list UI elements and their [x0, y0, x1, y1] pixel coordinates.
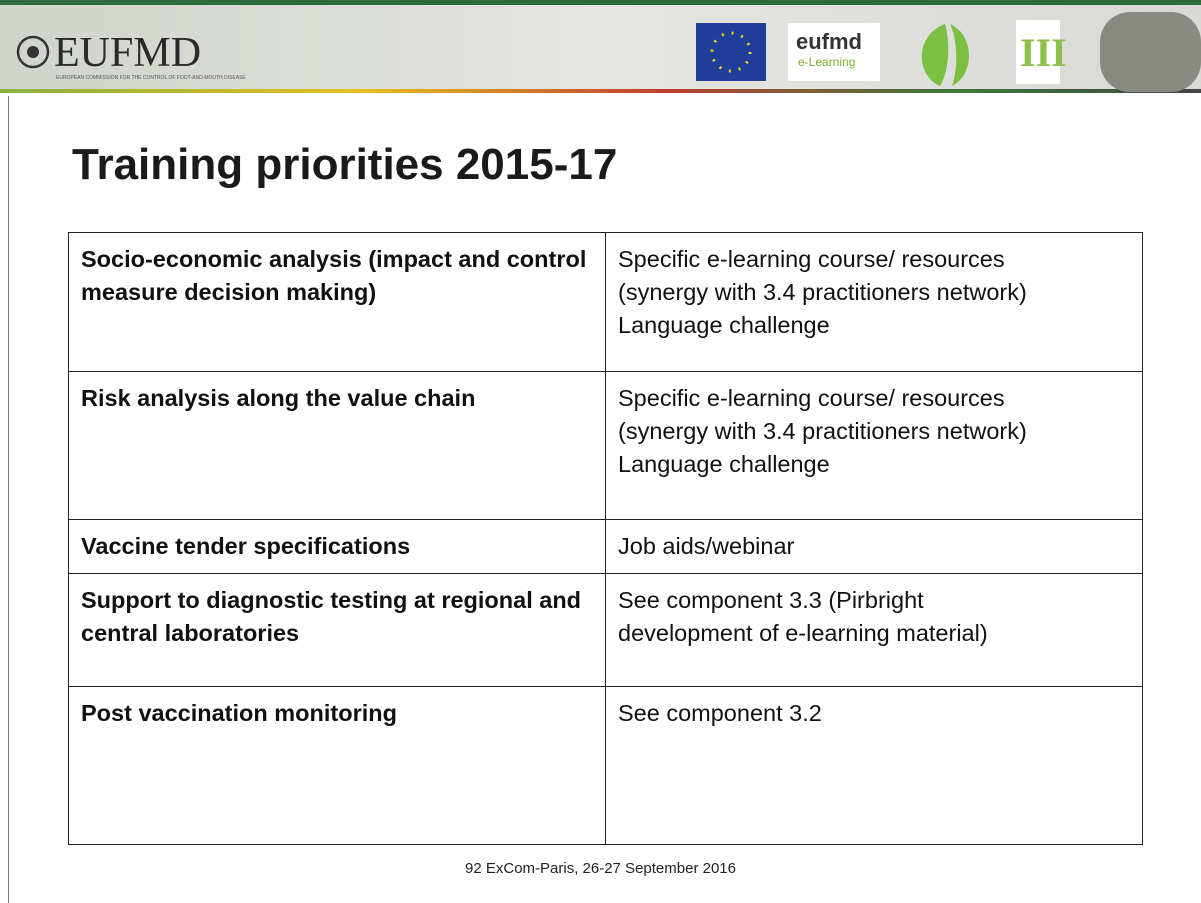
green-logo	[921, 24, 970, 86]
header-top-line	[0, 0, 1201, 5]
approach-line: Language challenge	[618, 312, 830, 338]
slide-edge	[8, 96, 9, 903]
iii-logo: III	[1020, 30, 1067, 75]
priorities-table: Socio-economic analysis (impact and cont…	[68, 232, 1143, 845]
approach-line: See component 3.2	[618, 700, 822, 726]
photo-logo	[1100, 12, 1201, 92]
footer: 92 ExCom-Paris, 26-27 September 2016	[465, 860, 736, 877]
priority-cell: Support to diagnostic testing at regiona…	[68, 573, 606, 687]
eufmd-subtitle: EUROPEAN COMMISSION FOR THE CONTROL OF F…	[56, 75, 246, 81]
iii-logo-box	[1016, 20, 1060, 84]
priority-cell: Post vaccination monitoring	[68, 686, 606, 845]
table-row: Vaccine tender specifications Job aids/we…	[68, 519, 1143, 574]
approach-cell: See component 3.2	[605, 686, 1143, 845]
table-row: Socio-economic analysis (impact and cont…	[68, 232, 1143, 372]
table-row: Support to diagnostic testing at regiona…	[68, 573, 1143, 687]
priority-cell: Vaccine tender specifications	[68, 519, 606, 574]
eu-stars	[710, 31, 752, 73]
elearning-logo: eufmd	[796, 29, 862, 54]
approach-line: (synergy with 3.4 practitioners network)	[618, 418, 1027, 444]
approach-line: See component 3.3 (Pirbright	[618, 587, 924, 613]
approach-line: development of e-learning material)	[618, 620, 988, 646]
table-row: Risk analysis along the value chain Speci…	[68, 371, 1143, 520]
priority-cell: Risk analysis along the value chain	[68, 371, 606, 520]
approach-line: Specific e-learning course/ resources	[618, 246, 1005, 272]
elearning-sub: e-Learning	[798, 55, 855, 69]
approach-cell: Specific e-learning course/ resources (sy…	[605, 232, 1143, 372]
fao-logo-core	[27, 46, 39, 58]
approach-line: Language challenge	[618, 451, 830, 477]
eufmd-logo: EUFMD	[54, 30, 201, 76]
approach-cell: See component 3.3 (Pirbright development …	[605, 573, 1143, 687]
header-bottom-line	[0, 89, 1201, 93]
approach-line: Job aids/webinar	[618, 533, 795, 559]
header: EUFMD EUROPEAN COMMISSION FOR THE CONTRO…	[0, 0, 1201, 93]
approach-line: Specific e-learning course/ resources	[618, 385, 1005, 411]
approach-cell: Job aids/webinar	[605, 519, 1143, 574]
table-row: Post vaccination monitoring See component…	[68, 686, 1143, 845]
slide-title: Training priorities 2015-17	[72, 140, 618, 189]
approach-cell: Specific e-learning course/ resources (sy…	[605, 371, 1143, 520]
header-band	[0, 0, 1201, 92]
eu-flag	[696, 23, 766, 81]
elearning-logo-box	[788, 23, 880, 81]
priority-cell: Socio-economic analysis (impact and cont…	[68, 232, 606, 372]
approach-line: (synergy with 3.4 practitioners network)	[618, 279, 1027, 305]
fao-logo	[16, 35, 50, 69]
